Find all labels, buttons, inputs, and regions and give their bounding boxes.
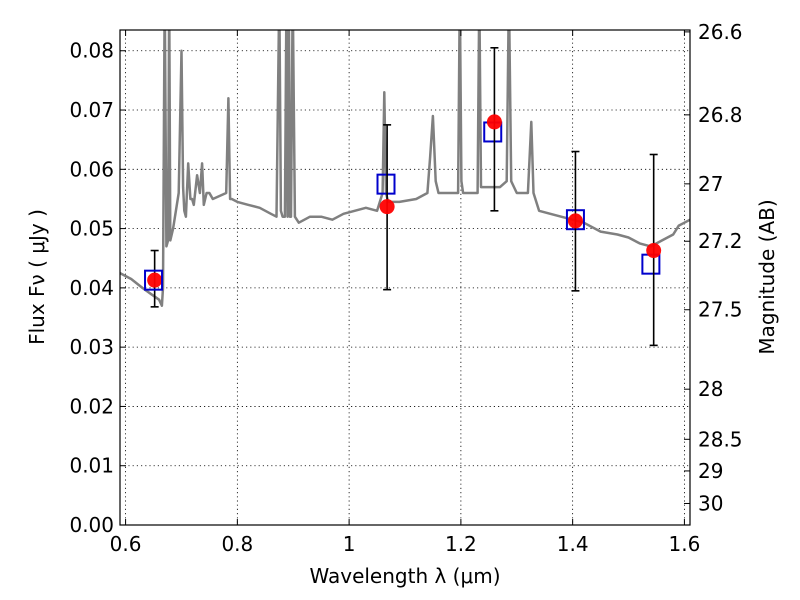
x-tick-label: 1.6 (669, 532, 701, 556)
observed-photometry-point (567, 213, 583, 229)
observed-photometry-point (379, 199, 395, 215)
y-axis-title: Flux Fν ( μJy ) (25, 209, 49, 345)
mag-tick-label: 30 (698, 491, 723, 515)
spectrum-line (120, 30, 690, 307)
y-tick-label: 0.02 (69, 394, 114, 418)
y-tick-label: 0.00 (69, 513, 114, 537)
y-tick-label: 0.05 (69, 217, 114, 241)
y-tick-label: 0.08 (69, 39, 114, 63)
mag-tick-label: 27.5 (698, 298, 743, 322)
axis-ticks: 0.6 0.8 1 1.2 1.4 1.6 0.00 0.01 0.02 0.03 0.04 0.05… (69, 20, 742, 556)
mag-tick-label: 26.6 (698, 20, 743, 44)
x-tick-label: 1.2 (445, 532, 477, 556)
y-tick-label: 0.06 (69, 157, 114, 181)
mag-tick-label: 27.2 (698, 229, 743, 253)
mag-tick-label: 26.8 (698, 103, 743, 127)
x-axis-title: Wavelength λ (μm) (309, 564, 500, 588)
plot-area (120, 30, 690, 347)
x-tick-label: 1.4 (557, 532, 589, 556)
observed-photometry-point (486, 114, 502, 130)
y-tick-label: 0.03 (69, 335, 114, 359)
observed-photometry-point (646, 243, 662, 259)
observed-photometry-point (147, 272, 163, 288)
mag-tick-label: 29 (698, 459, 723, 483)
y-tick-label: 0.07 (69, 98, 114, 122)
y2-axis-title: Magnitude (AB) (755, 199, 779, 354)
x-tick-label: 0.8 (221, 532, 253, 556)
x-tick-label: 1 (343, 532, 356, 556)
mag-tick-label: 28.5 (698, 427, 743, 451)
plot-frame (119, 29, 691, 526)
model-photometry-point (376, 173, 396, 195)
model-photometry-point (144, 269, 164, 291)
x-tick-label: 0.6 (110, 532, 142, 556)
mag-tick-label: 28 (698, 377, 723, 401)
y-tick-label: 0.04 (69, 276, 114, 300)
mag-tick-label: 27 (698, 172, 723, 196)
y-tick-label: 0.01 (69, 454, 114, 478)
